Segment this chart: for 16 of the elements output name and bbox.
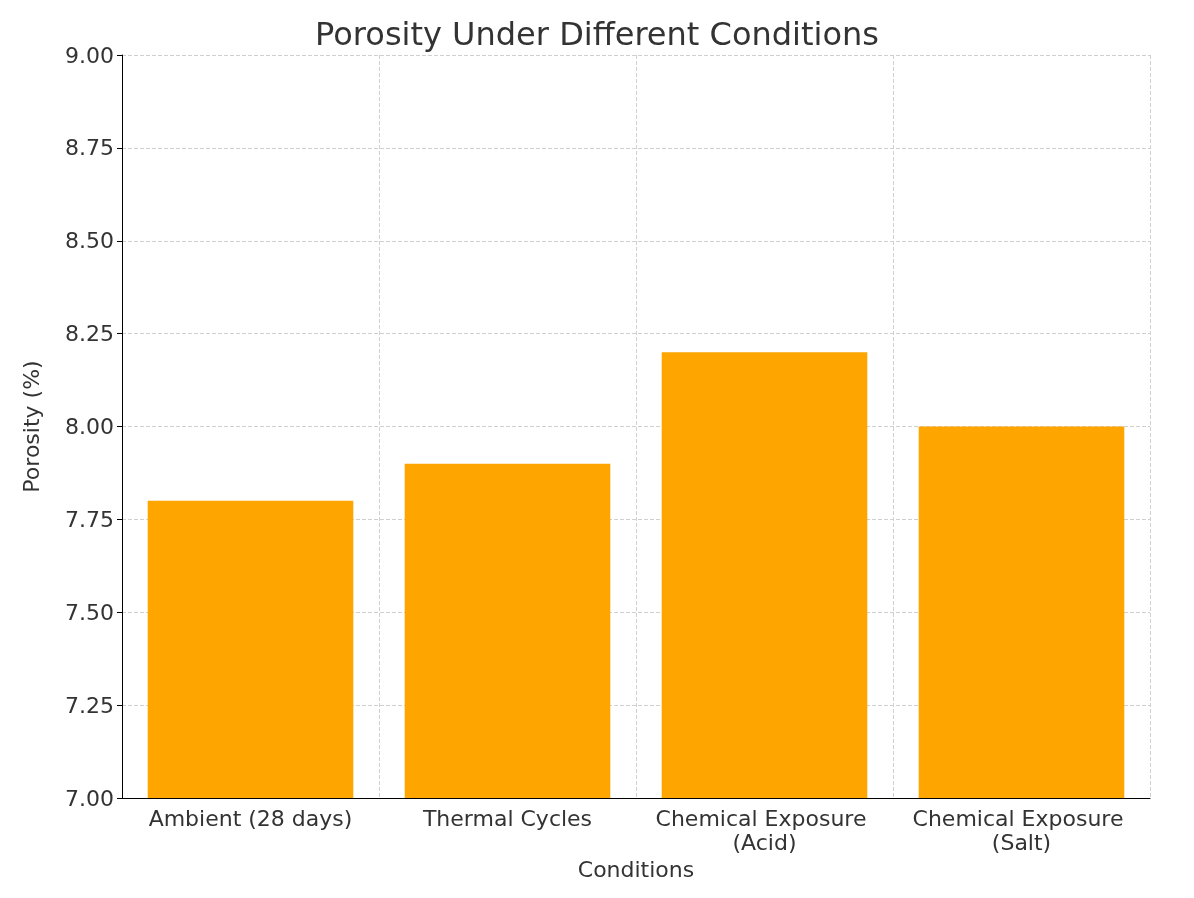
x-tick-label: Chemical Exposure (Salt) [912,805,1131,855]
y-tick-label: 8.75 [65,135,114,161]
y-tick-label: 9.00 [65,42,114,68]
x-axis-title: Conditions [577,857,695,883]
y-tick-label: 7.50 [65,599,114,625]
y-tick-label: 7.00 [65,785,114,811]
y-tick-label: 8.50 [65,228,114,254]
y-tick-label: 8.00 [65,414,114,439]
x-tick-label: Thermal Cycles [421,805,593,831]
y-tick-label: 8.25 [65,321,114,347]
y-axis-title: Porosity (%) [18,360,44,493]
x-tick-label: Chemical Exposure (Acid) [655,805,874,855]
x-tick-label: Ambient (28 days) [148,805,353,831]
y-tick-label: 7.25 [65,692,114,718]
y-tick-label: 7.75 [65,506,114,532]
chart-title: Porosity Under Different Conditions [315,15,879,53]
